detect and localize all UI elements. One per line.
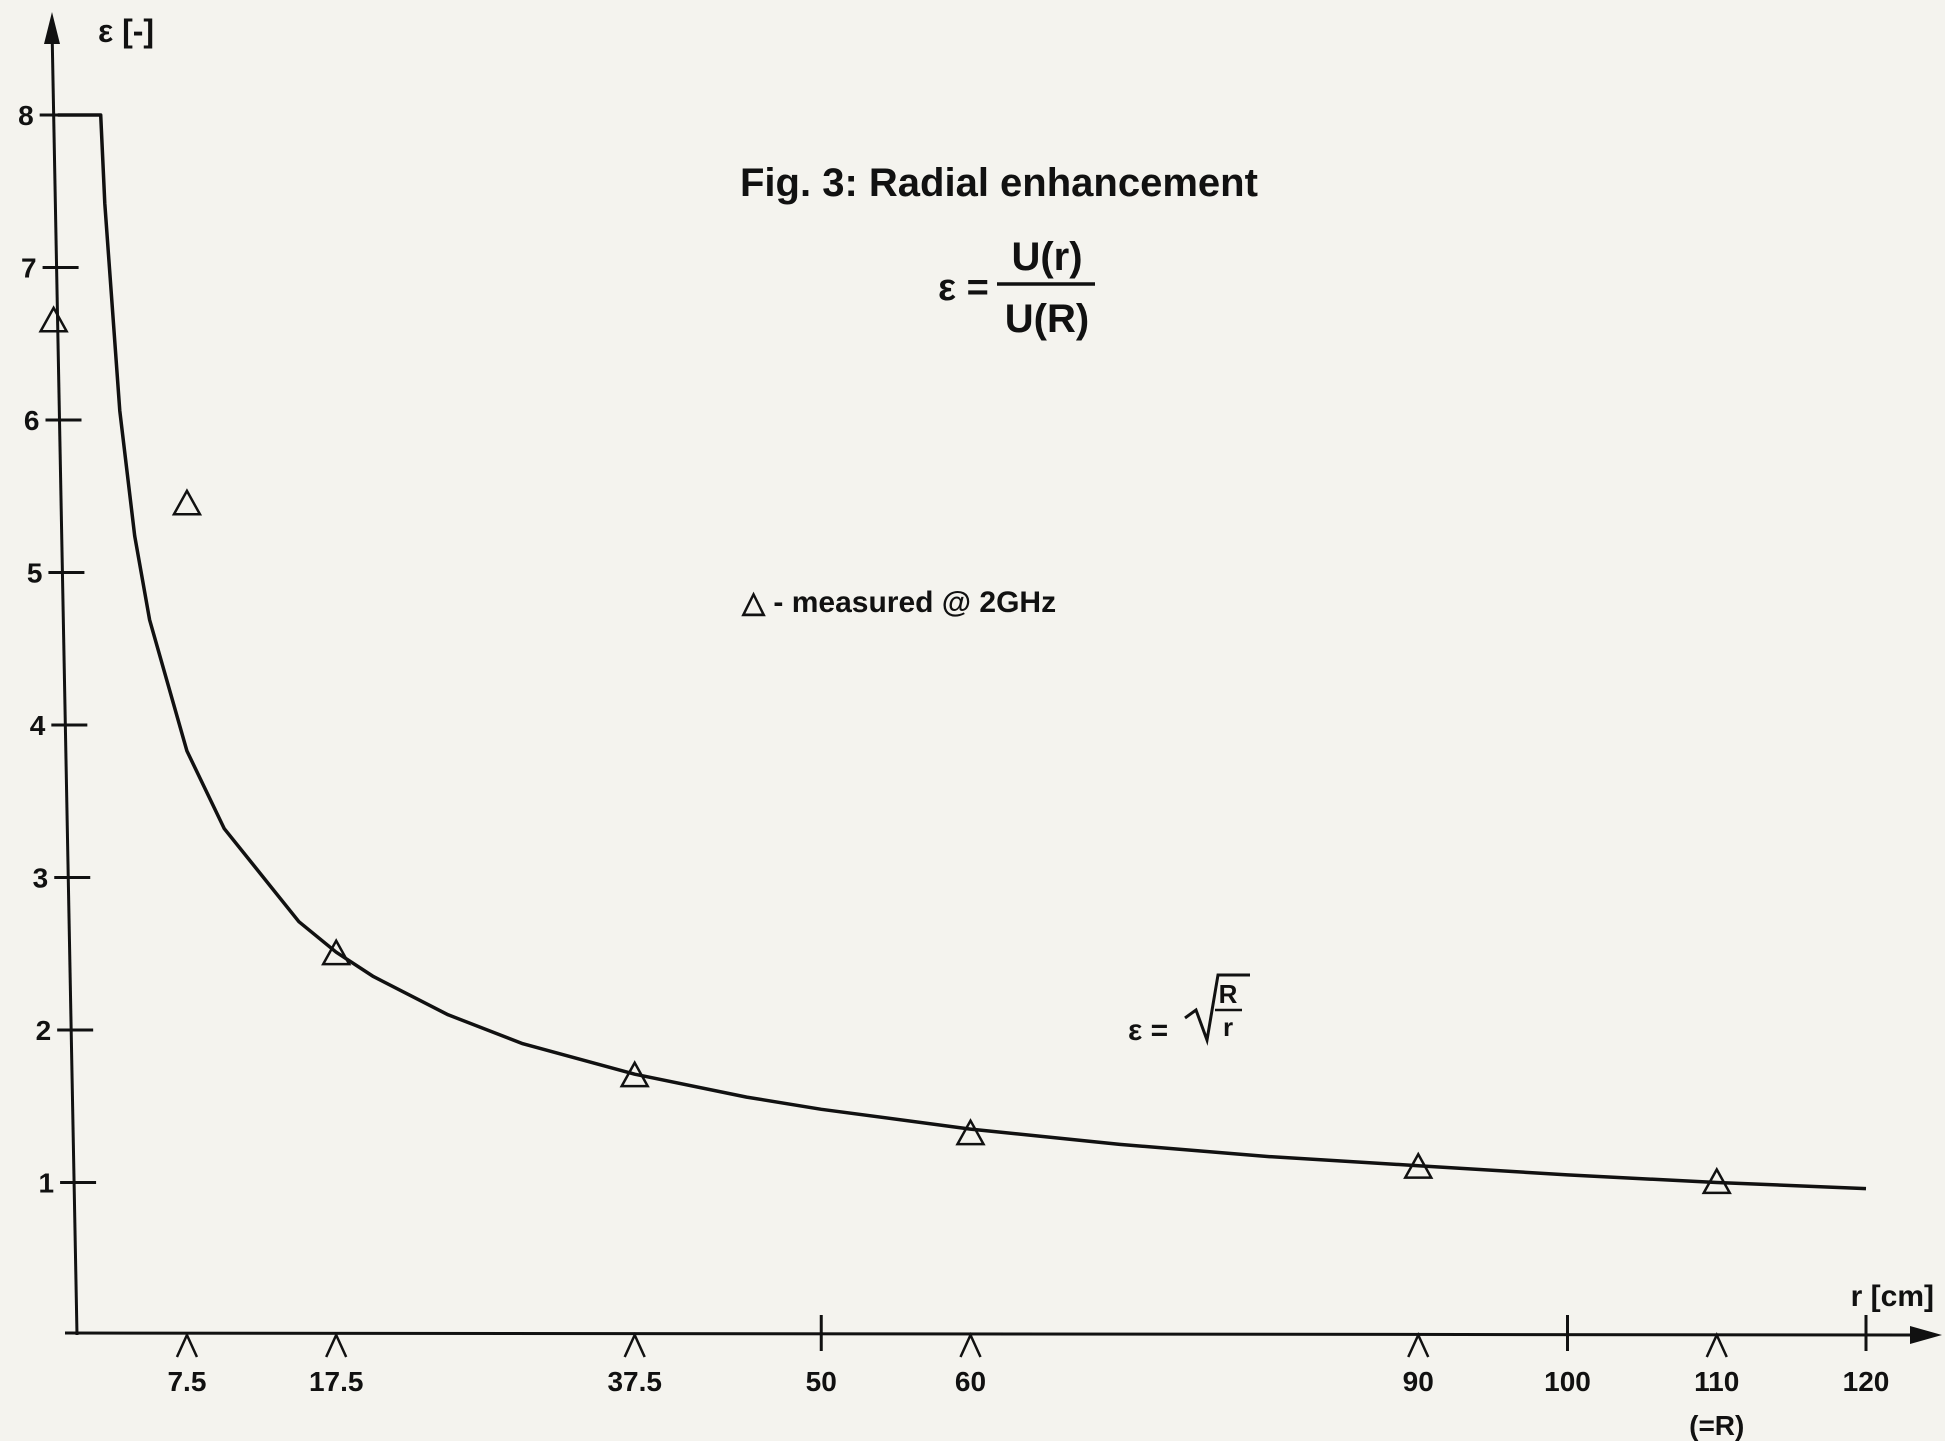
y-tick-label: 5	[27, 558, 43, 589]
measured-point	[171, 488, 203, 516]
legend: △ - measured @ 2GHz	[741, 586, 1056, 619]
x-measurement-caret	[959, 1331, 982, 1358]
y-tick-label: 7	[21, 253, 37, 284]
measured-point	[38, 305, 69, 333]
y-tick-label: 1	[39, 1168, 55, 1199]
curve-label-lhs: ε =	[1128, 1014, 1168, 1047]
legend-text: △ - measured @ 2GHz	[741, 586, 1056, 619]
sqrt-sign	[1184, 973, 1250, 1046]
formula-denominator: U(R)	[1005, 297, 1089, 341]
x-tick-label: 17.5	[309, 1366, 364, 1397]
x-tick-label: 50	[806, 1366, 837, 1397]
curve-label: ε = R r	[1128, 973, 1250, 1047]
x-tick-label: 90	[1403, 1366, 1434, 1397]
x-measurement-caret	[175, 1331, 199, 1358]
y-tick-label: 2	[36, 1015, 52, 1046]
measured-point	[1403, 1151, 1434, 1179]
enhancement-formula: ε = U(r) U(R)	[938, 235, 1095, 341]
model-curve	[57, 113, 1867, 1191]
chart-title: Fig. 3: Radial enhancement	[740, 161, 1258, 205]
x-tick-label: 60	[955, 1366, 986, 1397]
x-ticks: 50 100 120 7.5 17.5 37.5 60 90 110 (=R)	[167, 1315, 1889, 1441]
y-tick-label: 3	[33, 863, 49, 894]
y-tick-label: 8	[18, 100, 34, 131]
x-tick-note: (=R)	[1689, 1410, 1744, 1441]
y-axis-label: ε [-]	[98, 13, 154, 49]
curve-label-denominator: r	[1223, 1012, 1233, 1042]
y-axis-arrow	[44, 12, 60, 44]
measured-point	[1701, 1166, 1732, 1195]
x-measurement-caret	[1705, 1331, 1728, 1358]
y-tick-label: 4	[30, 710, 46, 741]
x-measurement-caret	[325, 1331, 348, 1358]
x-tick-label: 7.5	[167, 1366, 206, 1397]
x-axis-label: r [cm]	[1851, 1280, 1934, 1313]
y-axis	[50, 27, 79, 1336]
measured-point	[321, 938, 352, 966]
x-tick-label: 110	[1694, 1366, 1739, 1397]
curve-label-numerator: R	[1219, 979, 1238, 1009]
measured-points	[38, 305, 1732, 1195]
x-tick-label: 37.5	[607, 1366, 662, 1397]
formula-lhs: ε =	[938, 267, 989, 309]
model-curve-layer	[57, 113, 1867, 1191]
x-tick-label: 120	[1843, 1366, 1890, 1397]
x-measurement-caret	[1407, 1331, 1430, 1358]
x-axis-arrow	[1910, 1326, 1942, 1344]
x-measurement-caret	[623, 1331, 646, 1358]
measured-point	[619, 1060, 650, 1088]
y-tick-label: 6	[24, 405, 40, 436]
x-axis	[64, 1331, 1921, 1337]
measured-point	[955, 1118, 986, 1146]
x-tick-label: 100	[1544, 1366, 1591, 1397]
formula-numerator: U(r)	[1011, 235, 1082, 279]
y-ticks: 1 2 3 4 5 6 7 8	[18, 100, 97, 1199]
